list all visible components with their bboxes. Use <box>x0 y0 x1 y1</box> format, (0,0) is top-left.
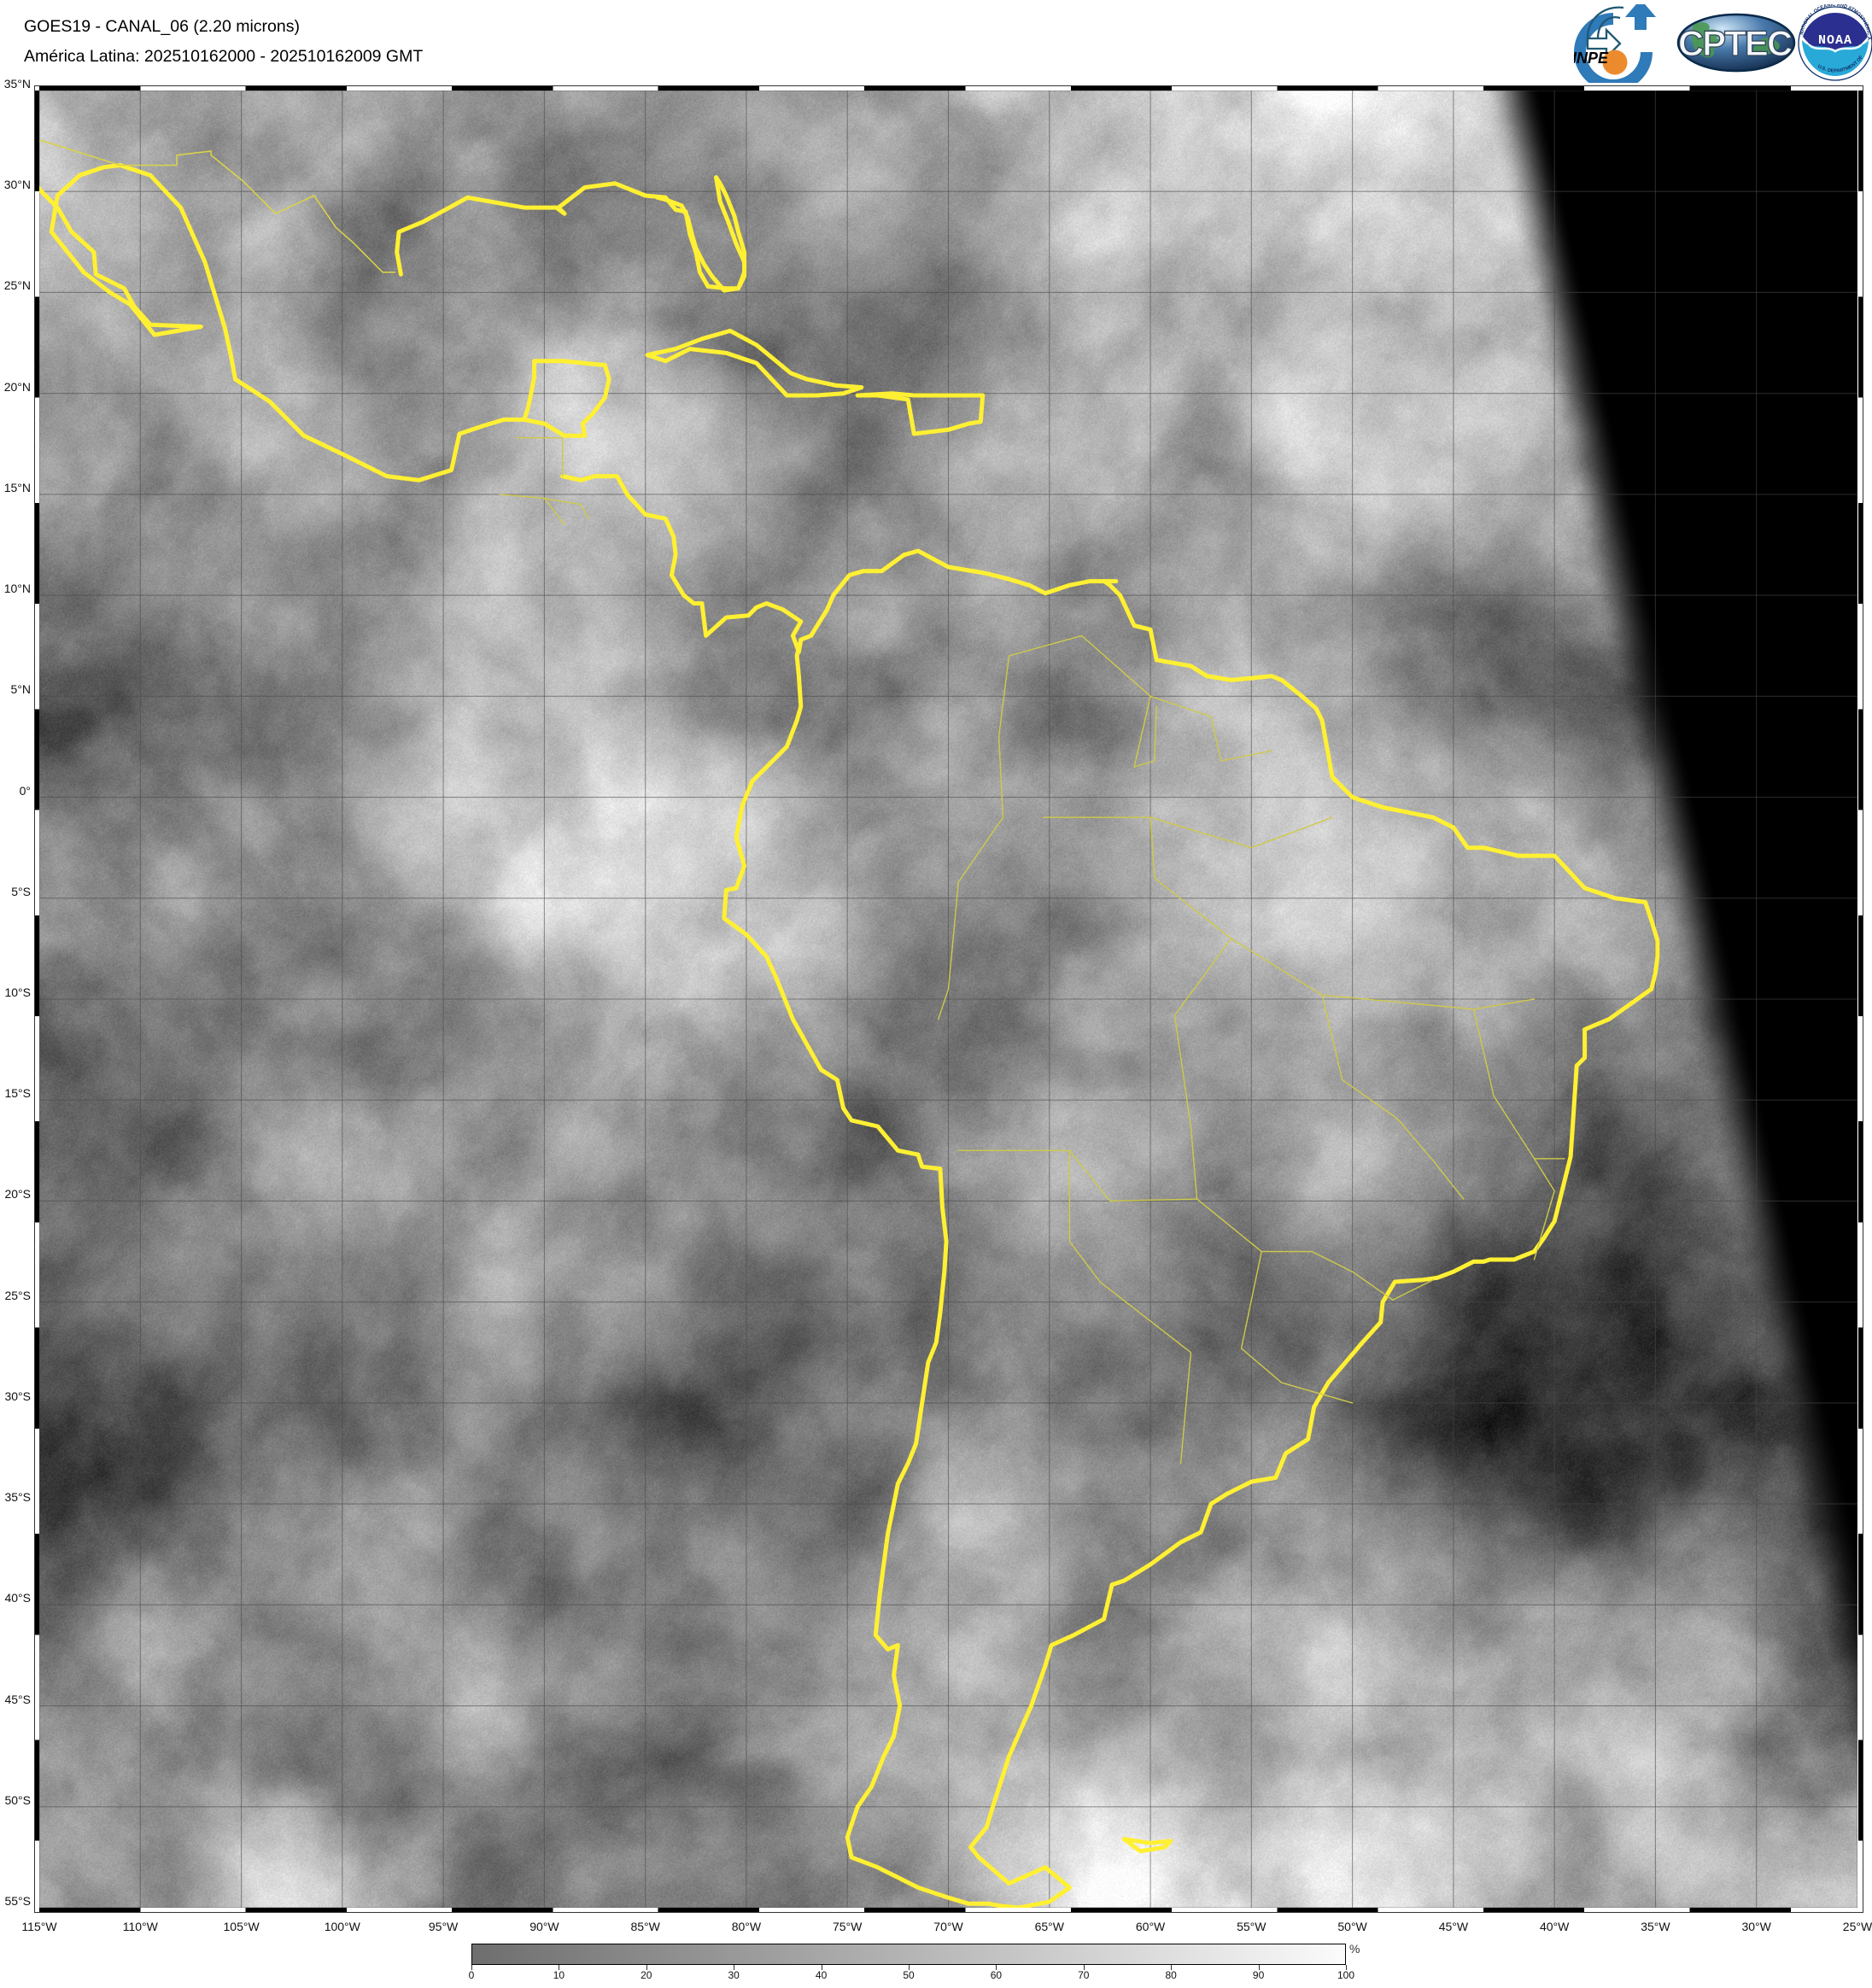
svg-text:NOAA: NOAA <box>1818 33 1852 48</box>
svg-text:INPE: INPE <box>1574 50 1609 67</box>
svg-text:CPTEC: CPTEC <box>1678 23 1793 63</box>
